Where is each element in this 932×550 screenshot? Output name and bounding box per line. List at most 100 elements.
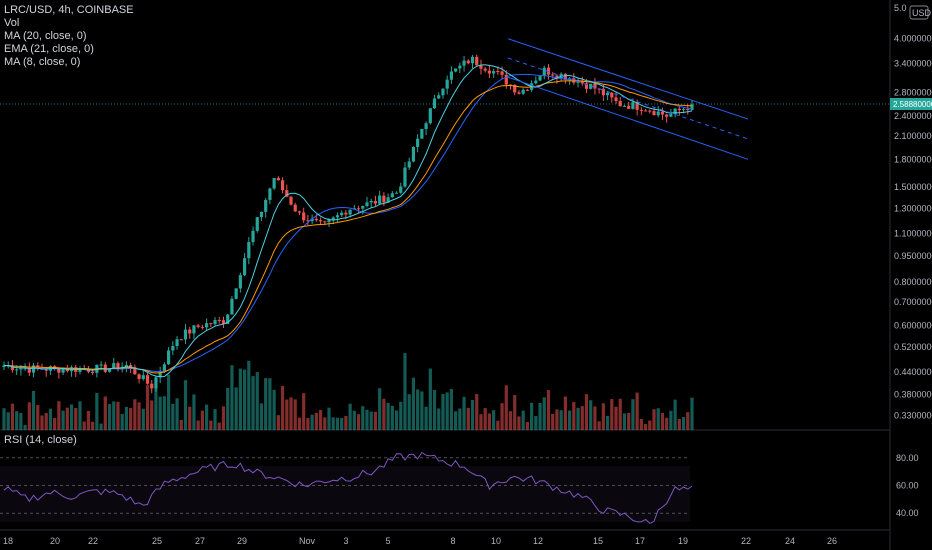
volume-bar <box>356 414 361 430</box>
volume-bar <box>306 418 310 430</box>
volume-bar <box>167 374 171 430</box>
candle-body <box>618 101 622 107</box>
candle-body <box>420 128 424 139</box>
volume-bar <box>428 368 432 430</box>
volume-bar <box>534 416 538 430</box>
time-tick-label: 17 <box>635 536 645 546</box>
volume-bar <box>226 387 230 430</box>
candle-body <box>424 123 428 129</box>
candle-body <box>335 215 340 218</box>
volume-bar <box>82 421 86 430</box>
volume-bar <box>344 415 348 430</box>
volume-bar <box>614 406 618 430</box>
trend-channel[interactable] <box>507 38 749 160</box>
candle-body <box>411 146 416 162</box>
volume-bar <box>538 402 542 430</box>
volume-bar <box>631 399 635 430</box>
volume-bar <box>209 420 213 430</box>
price-tick-label: 1.50000000 <box>894 182 932 192</box>
volume-bar <box>251 376 255 430</box>
rsi-tick-label: 40.00 <box>896 508 919 518</box>
candle-body <box>91 371 95 373</box>
candle-body <box>656 111 660 116</box>
candle-body <box>445 79 449 89</box>
price-tick-label: 0.52000000 <box>894 342 932 352</box>
candle-body <box>386 197 390 203</box>
volume-bar <box>618 398 622 430</box>
candle-body <box>213 320 217 325</box>
volume-bar <box>188 406 192 430</box>
candle-body <box>302 212 306 221</box>
volume-bar <box>10 403 15 430</box>
volume-bar <box>158 396 162 430</box>
candle-body <box>61 368 65 373</box>
candle-body <box>247 242 251 259</box>
volume-bars <box>2 353 694 430</box>
candle-body <box>99 364 103 366</box>
candle-body <box>112 363 116 369</box>
currency-badge[interactable] <box>909 5 929 20</box>
volume-bar <box>331 417 335 430</box>
candle-body <box>589 83 593 89</box>
candle-body <box>57 367 61 373</box>
candle-body <box>196 325 200 327</box>
volume-bar <box>297 417 302 430</box>
volume-bar <box>559 410 563 430</box>
volume-bar <box>264 378 268 430</box>
candle-body <box>226 314 230 325</box>
volume-bar <box>635 392 639 430</box>
volume-bar <box>213 409 217 430</box>
candle-body <box>293 204 297 212</box>
time-tick-label: 8 <box>450 536 455 546</box>
volume-bar <box>293 399 297 430</box>
candle-body <box>605 92 610 96</box>
volume-bar <box>399 401 403 430</box>
candle-body <box>622 105 627 107</box>
volume-bar <box>314 412 318 430</box>
volume-bar <box>137 402 141 430</box>
candle-body <box>665 114 669 117</box>
volume-bar <box>597 421 601 430</box>
candle-body <box>205 323 209 328</box>
candle-body <box>289 196 293 205</box>
candle-body <box>584 83 589 89</box>
volume-bar <box>504 385 508 430</box>
candle-body <box>44 369 48 371</box>
candle-body <box>129 365 133 368</box>
volume-bar <box>530 402 534 430</box>
volume-bar <box>441 394 445 430</box>
rsi-tick-label: 80.00 <box>896 453 919 463</box>
volume-bar <box>589 400 593 430</box>
candle-body <box>428 108 432 124</box>
candle-body <box>230 298 234 315</box>
volume-bar <box>78 401 82 430</box>
volume-bar <box>542 397 546 430</box>
volume-bar <box>27 402 31 430</box>
volume-bar <box>420 391 424 430</box>
volume-bar <box>432 389 437 430</box>
volume-bar <box>563 396 567 430</box>
time-tick-label: 22 <box>88 536 98 546</box>
price-tick-label: 3.40000000 <box>894 58 932 68</box>
volume-bar <box>437 408 441 430</box>
candle-body <box>466 60 470 64</box>
candle-body <box>133 367 137 375</box>
volume-bar <box>348 403 352 430</box>
candle-body <box>356 208 361 210</box>
price-tick-label: 0.95000000 <box>894 251 932 261</box>
price-tick-label: 0.80000000 <box>894 277 932 287</box>
legend-item: MA (20, close, 0) <box>4 30 87 42</box>
volume-bar <box>44 412 48 430</box>
rsi-axis-ticks: 80.00 60.00 40.00 <box>896 453 919 518</box>
volume-bar <box>171 403 175 430</box>
volume-bar <box>445 392 449 430</box>
candle-body <box>53 366 57 368</box>
candle-body <box>242 258 247 276</box>
candle-body <box>648 110 652 112</box>
candle-body <box>542 67 546 77</box>
candle-body <box>154 377 158 389</box>
volume-bar <box>508 411 513 430</box>
volume-bar <box>639 418 643 430</box>
